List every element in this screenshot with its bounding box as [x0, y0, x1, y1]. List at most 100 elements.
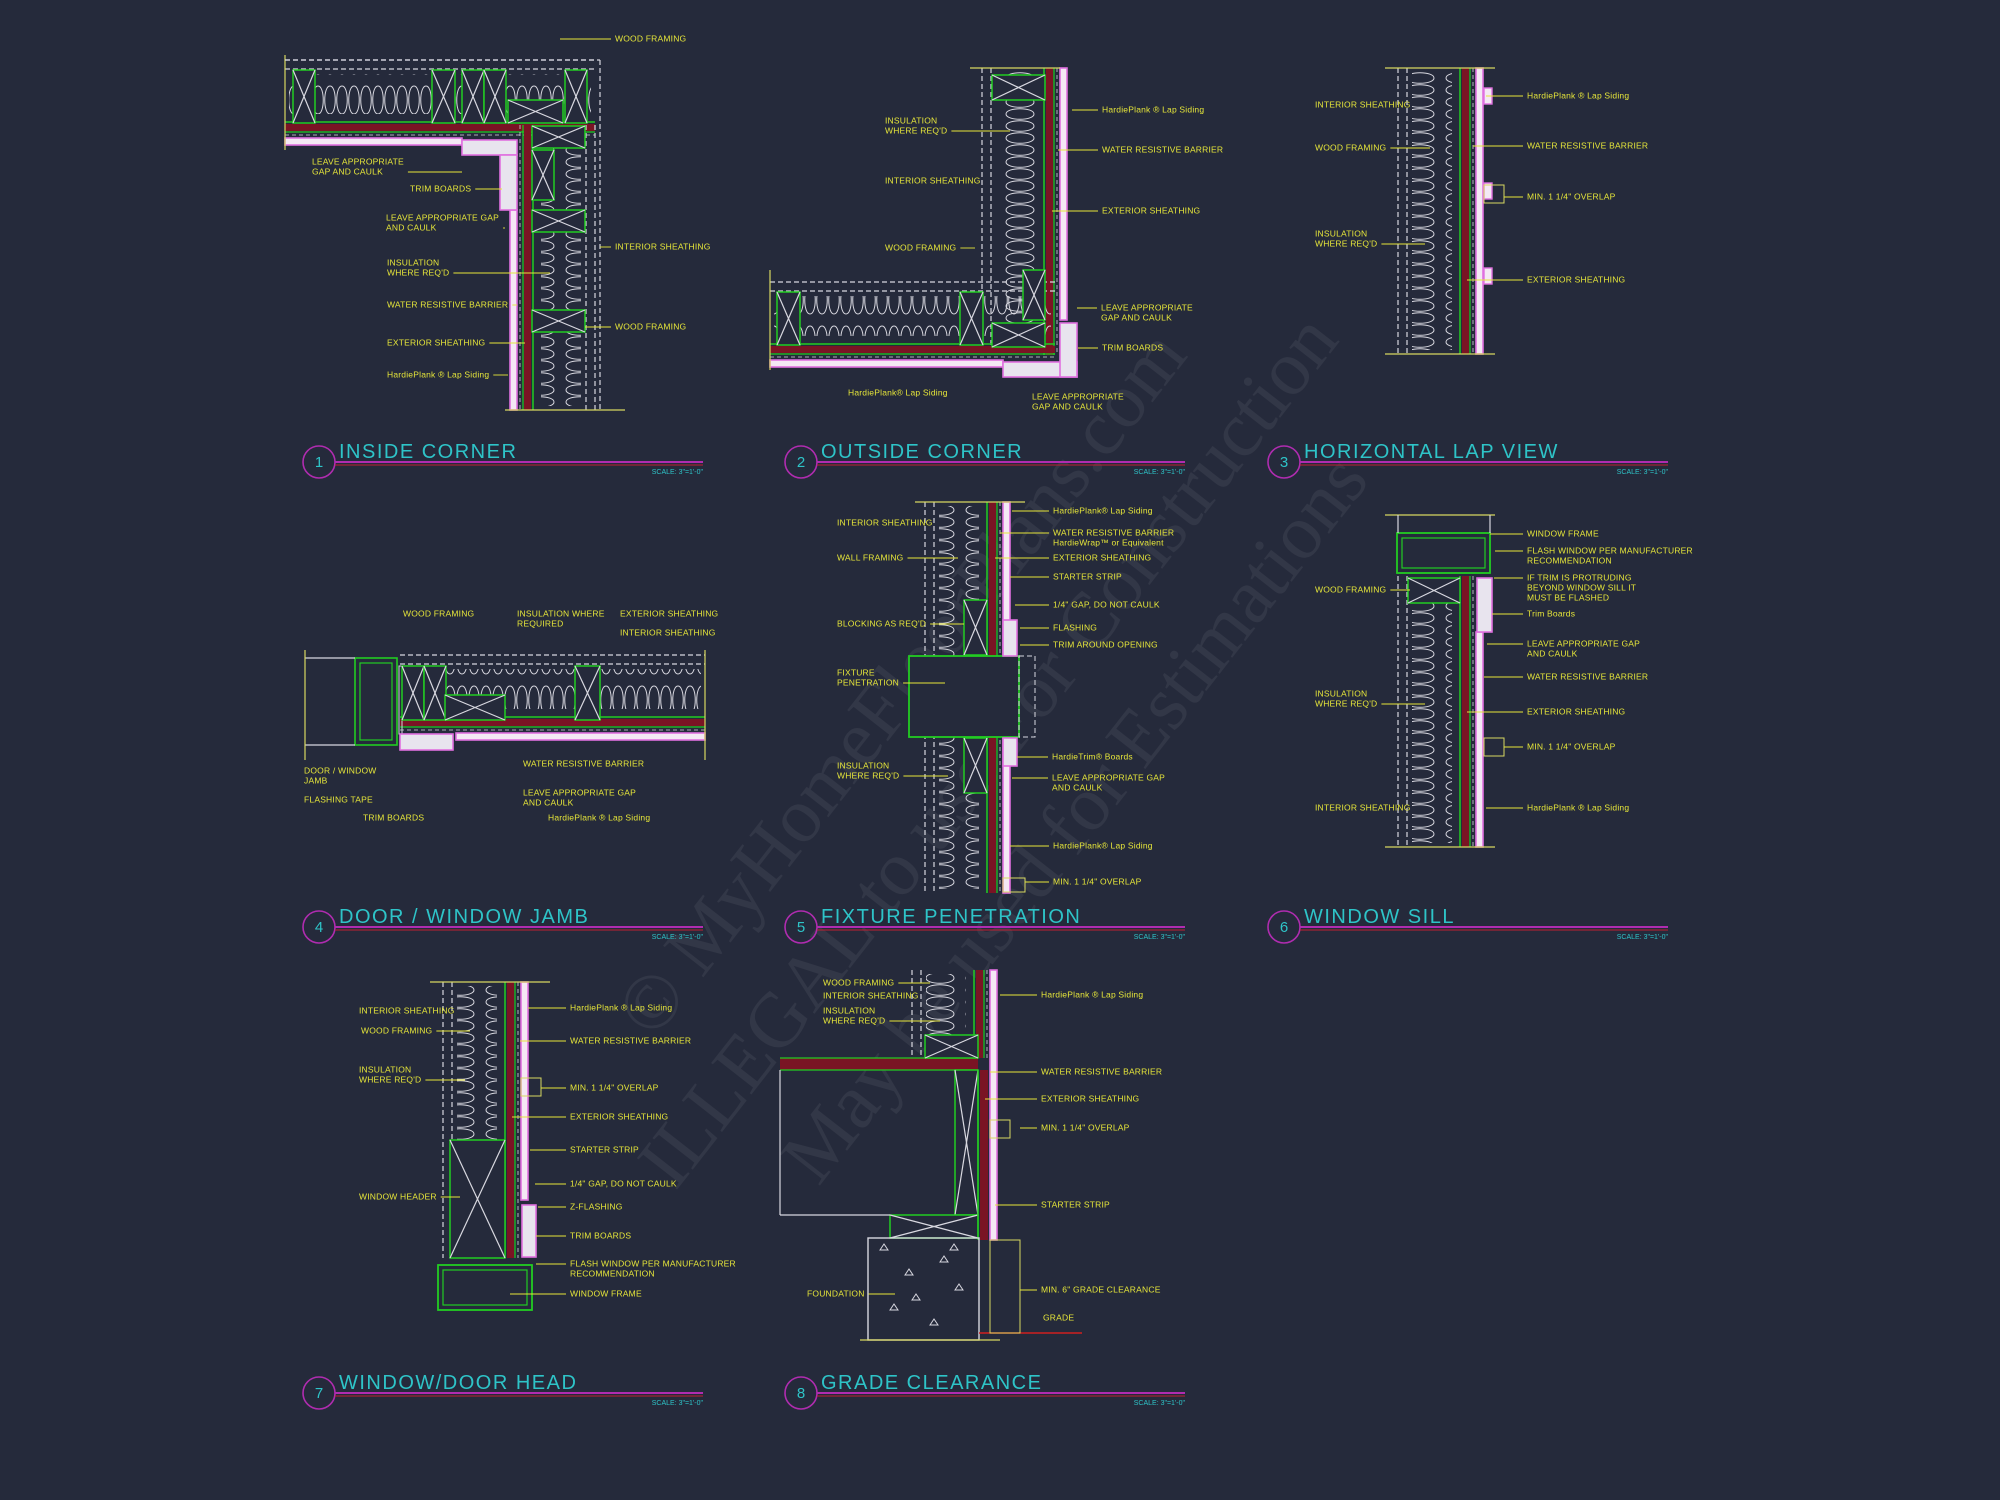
- callout-label: STARTER STRIP: [1053, 571, 1122, 581]
- callout-label: WHERE REQ'D: [837, 770, 899, 780]
- callout: WOOD FRAMING: [403, 608, 474, 618]
- callout: EXTERIOR SHEATHING: [1467, 706, 1625, 716]
- callout-label: EXTERIOR SHEATHING: [1053, 552, 1151, 562]
- callout-label: WOOD FRAMING: [403, 608, 474, 618]
- callout: EXTERIOR SHEATHING: [1052, 205, 1200, 215]
- callout-label: 1/4" GAP, DO NOT CAULK: [1053, 599, 1160, 609]
- stud-cross: [423, 665, 447, 721]
- floor-sheathing: [780, 1058, 978, 1070]
- callout: 1/4" GAP, DO NOT CAULK: [535, 1178, 677, 1188]
- callout-label: WINDOW FRAME: [1527, 528, 1599, 538]
- callout-label: INSULATION WHERE: [517, 608, 605, 618]
- callout: STARTER STRIP: [995, 1199, 1110, 1209]
- callout-label: TRIM BOARDS: [1102, 342, 1163, 352]
- callout-label: WHERE REQ'D: [823, 1015, 885, 1025]
- callout-label: MIN. 1 1/4" OVERLAP: [570, 1082, 659, 1092]
- stud-cross: [959, 291, 984, 346]
- callout: WATER RESISTIVE BARRIER: [523, 758, 644, 768]
- callout-label: INSULATION: [885, 115, 937, 125]
- trim-board: [399, 733, 454, 751]
- callout-label: GAP AND CAULK: [1032, 401, 1103, 411]
- callout-label: WATER RESISTIVE BARRIER: [1102, 144, 1223, 154]
- callout-label: WOOD FRAMING: [1315, 142, 1386, 152]
- callout: INTERIOR SHEATHING: [620, 627, 715, 637]
- detail-title-block: 7 WINDOW/DOOR HEAD SCALE: 3"=1'-0": [302, 1372, 704, 1410]
- callout-label: Z-FLASHING: [570, 1201, 623, 1211]
- callout-label: STARTER STRIP: [570, 1144, 639, 1154]
- callout-label: LEAVE APPROPRIATE: [1032, 391, 1124, 401]
- aggregate-mark: [889, 1303, 899, 1311]
- callout: INTERIOR SHEATHING: [823, 990, 918, 1000]
- stud-cross: [991, 322, 1046, 348]
- detail-number: 4: [315, 919, 323, 936]
- siding: [1475, 631, 1484, 848]
- callout-label: WHERE REQ'D: [359, 1074, 421, 1084]
- siding: [1475, 67, 1484, 355]
- callout: Z-FLASHING: [538, 1201, 623, 1211]
- callout-label: INSULATION: [387, 257, 439, 267]
- callout-label: HardiePlank® Lap Siding: [848, 387, 948, 397]
- callout-label: LEAVE APPROPRIATE GAP: [1527, 638, 1640, 648]
- siding: [769, 359, 1004, 368]
- stud-cross: [401, 665, 425, 721]
- callout: WOOD FRAMING: [885, 242, 975, 252]
- exterior-sheathing: [285, 124, 595, 131]
- detail-title: HORIZONTAL LAP VIEW: [1304, 441, 1559, 463]
- stud-cross: [1407, 577, 1461, 604]
- callout-label: FLASH WINDOW PER MANUFACTURER: [1527, 545, 1693, 555]
- callout: WINDOW HEADER: [359, 1191, 460, 1201]
- aggregate-mark: [949, 1243, 959, 1251]
- callout: EXTERIOR SHEATHING: [512, 1111, 668, 1121]
- callout: WOOD FRAMING: [560, 33, 686, 43]
- callout-label: RECOMMENDATION: [1527, 555, 1612, 565]
- callout-label: WHERE REQ'D: [885, 125, 947, 135]
- detail-title-block: 8 GRADE CLEARANCE SCALE: 3"=1'-0": [784, 1372, 1186, 1410]
- callout: MIN. 1 1/4" OVERLAP: [1504, 741, 1615, 751]
- callout-label: WINDOW HEADER: [359, 1191, 437, 1201]
- stud-cross: [776, 291, 801, 346]
- stud-cross: [531, 149, 555, 201]
- detail-number: 8: [797, 1385, 805, 1402]
- detail-title: GRADE CLEARANCE: [821, 1372, 1042, 1394]
- callout-label: FLASH WINDOW PER MANUFACTURER: [570, 1258, 736, 1268]
- stud-cross: [963, 737, 988, 794]
- callout-label: REQUIRED: [517, 618, 563, 628]
- callout: EXTERIOR SHEATHING: [995, 552, 1151, 562]
- clearance-dimension: [989, 1239, 1021, 1334]
- callout-label: INTERIOR SHEATHING: [359, 1005, 455, 1015]
- callout-label: AND CAULK: [1527, 648, 1578, 658]
- callout: HardiePlank ® Lap Siding: [528, 1002, 672, 1012]
- callout-label: WHERE REQ'D: [1315, 698, 1377, 708]
- stud-cross: [444, 694, 506, 721]
- callout-label: TRIM BOARDS: [363, 812, 424, 822]
- callout-label: 1/4" GAP, DO NOT CAULK: [570, 1178, 677, 1188]
- detail-number: 7: [315, 1385, 323, 1402]
- callout: MIN. 1 1/4" OVERLAP: [1504, 191, 1615, 201]
- callout-label: EXTERIOR SHEATHING: [1527, 274, 1625, 284]
- siding: [455, 732, 706, 741]
- stud-cross: [461, 69, 485, 124]
- stud-cross: [991, 74, 1046, 101]
- detail-title-block: 2 OUTSIDE CORNER SCALE: 3"=1'-0": [784, 441, 1186, 479]
- stud-cross: [531, 125, 586, 149]
- callout-label: WALL FRAMING: [837, 552, 903, 562]
- callout: WOOD FRAMING: [1315, 584, 1410, 594]
- detail-number: 6: [1280, 919, 1288, 936]
- trim-board: [1476, 577, 1493, 633]
- detail-number: 1: [315, 454, 323, 471]
- detail-number: 2: [797, 454, 805, 471]
- callout-label: JAMB: [304, 775, 328, 785]
- callout-label: EXTERIOR SHEATHING: [570, 1111, 668, 1121]
- callout: WOOD FRAMING: [823, 977, 930, 987]
- callout-label: FLASHING TAPE: [304, 794, 373, 804]
- stud-cross: [924, 1034, 979, 1059]
- callout: FLASH WINDOW PER MANUFACTURERRECOMMENDAT…: [1495, 545, 1693, 565]
- insulation: [1412, 580, 1452, 843]
- callout: FLASHING: [1020, 622, 1097, 632]
- stud-cross: [431, 69, 456, 124]
